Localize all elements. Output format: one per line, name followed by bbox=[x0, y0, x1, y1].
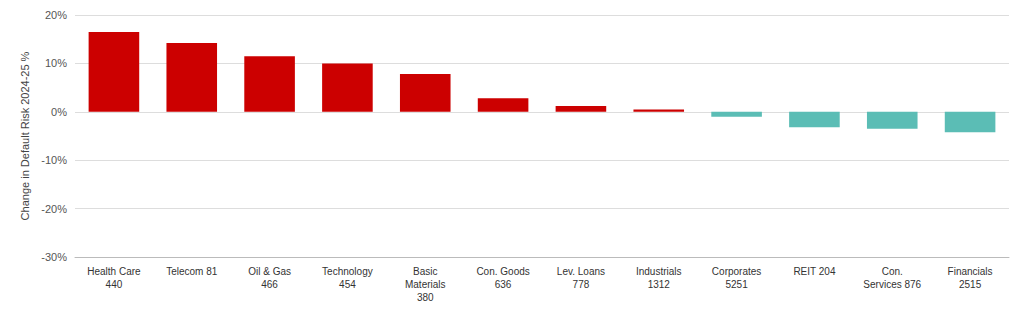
svg-text:Telecom 81: Telecom 81 bbox=[166, 266, 218, 277]
svg-text:20%: 20% bbox=[45, 9, 67, 21]
svg-text:2515: 2515 bbox=[959, 279, 982, 290]
svg-text:Technology: Technology bbox=[322, 266, 373, 277]
svg-text:Services 876: Services 876 bbox=[863, 279, 921, 290]
svg-text:5251: 5251 bbox=[725, 279, 748, 290]
svg-text:-10%: -10% bbox=[41, 154, 67, 166]
svg-text:1312: 1312 bbox=[648, 279, 671, 290]
svg-text:454: 454 bbox=[339, 279, 356, 290]
svg-text:Industrials: Industrials bbox=[636, 266, 682, 277]
svg-text:Materials: Materials bbox=[405, 279, 446, 290]
svg-text:466: 466 bbox=[261, 279, 278, 290]
svg-text:Con. Goods: Con. Goods bbox=[476, 266, 529, 277]
svg-text:-30%: -30% bbox=[41, 251, 67, 263]
svg-text:Con.: Con. bbox=[882, 266, 903, 277]
svg-text:778: 778 bbox=[573, 279, 590, 290]
svg-text:Basic: Basic bbox=[413, 266, 437, 277]
svg-text:Lev. Loans: Lev. Loans bbox=[557, 266, 605, 277]
svg-text:0%: 0% bbox=[51, 106, 67, 118]
svg-text:-20%: -20% bbox=[41, 203, 67, 215]
svg-text:440: 440 bbox=[106, 279, 123, 290]
svg-text:Health Care: Health Care bbox=[87, 266, 141, 277]
svg-text:Oil & Gas: Oil & Gas bbox=[248, 266, 291, 277]
svg-text:636: 636 bbox=[495, 279, 512, 290]
svg-text:Financials: Financials bbox=[948, 266, 993, 277]
svg-text:REIT 204: REIT 204 bbox=[793, 266, 835, 277]
svg-text:380: 380 bbox=[417, 292, 434, 303]
svg-text:Change in Default Risk 2024-25: Change in Default Risk 2024-25 % bbox=[19, 51, 31, 220]
svg-text:10%: 10% bbox=[45, 57, 67, 69]
svg-text:Corporates: Corporates bbox=[712, 266, 761, 277]
